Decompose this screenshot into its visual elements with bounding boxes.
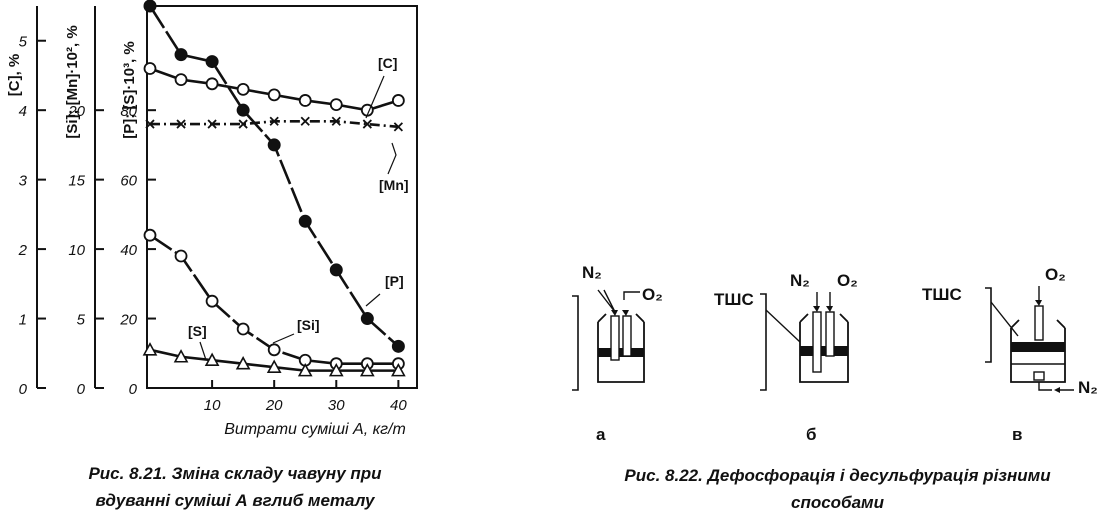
data-point — [238, 119, 248, 129]
data-point — [143, 228, 157, 242]
y-tick-label-si_mn: 15 — [68, 173, 85, 190]
data-point — [328, 362, 344, 377]
y-tick-label-p_s: 60 — [120, 173, 137, 190]
panel-a: N₂ O₂ а — [572, 263, 663, 444]
label-si: [Si] — [297, 317, 320, 333]
data-point — [297, 362, 313, 377]
y-tick-label-c: 0 — [19, 381, 28, 398]
data-point — [173, 349, 189, 363]
figure2-caption: Рис. 8.22. Дефосфорація і десульфурація … — [560, 462, 1115, 516]
y-tick-label-p_s: 20 — [119, 312, 137, 329]
panel-v-letter: в — [1012, 425, 1022, 444]
data-point — [329, 98, 343, 112]
x-axis-title: Витрати суміші А, кг/т — [224, 421, 406, 438]
series-line-0 — [148, 5, 400, 348]
figure2-caption-line1: Рис. 8.22. Дефосфорація і десульфурація … — [624, 466, 1051, 485]
data-point — [267, 88, 281, 102]
panel-b-n2: N₂ — [790, 271, 810, 290]
data-point — [142, 342, 158, 356]
data-point — [236, 322, 250, 336]
y-tick-label-p_s: 40 — [120, 242, 137, 259]
data-point — [331, 116, 341, 126]
data-point — [300, 116, 310, 126]
label-s: [S] — [188, 323, 207, 339]
process-diagrams: N₂ O₂ а ТШС N₂ O₂ — [572, 263, 1098, 444]
data-point — [360, 312, 374, 326]
figure2-caption-line2: способами — [790, 493, 884, 512]
data-point — [174, 48, 188, 62]
plot-frame — [146, 5, 418, 389]
y-tick-label-si_mn: 10 — [68, 242, 85, 259]
x-tick-label: 40 — [390, 397, 407, 414]
data-point — [329, 263, 343, 277]
x-tick-label: 30 — [328, 397, 345, 414]
data-point — [145, 119, 155, 129]
panel-a-n2: N₂ — [582, 263, 602, 282]
data-point — [236, 82, 250, 96]
figure1-caption: Рис. 8.21. Зміна складу чавуну при вдува… — [20, 460, 450, 514]
axis-title-p-s: [P]; [S]·10³, % — [121, 41, 138, 139]
data-point — [298, 94, 312, 107]
data-point — [298, 214, 312, 228]
figure1-caption-line2: вдуванні суміші А вглиб металу — [95, 491, 375, 510]
data-point — [393, 122, 404, 132]
data-point — [143, 0, 157, 13]
data-point — [205, 294, 219, 308]
axis-title-c: [C], % — [6, 54, 23, 97]
series-labels: [C] [Mn] [P] [Si] [S] — [188, 55, 409, 361]
y-tick-label-c: 4 — [19, 103, 27, 120]
data-point — [143, 62, 157, 75]
label-mn: [Mn] — [379, 177, 409, 193]
x-tick-label: 10 — [204, 397, 221, 414]
data-point — [174, 249, 188, 263]
data-point — [391, 94, 405, 107]
x-axis: 10 20 30 40 — [204, 380, 407, 414]
label-c: [C] — [378, 55, 397, 71]
panel-b-o2: O₂ — [837, 271, 858, 290]
y-tick-label-c: 3 — [19, 173, 28, 190]
label-p: [P] — [385, 273, 404, 289]
panel-v-tshs: ТШС — [922, 285, 962, 304]
data-point — [266, 359, 282, 373]
data-point — [207, 119, 217, 129]
panel-a-o2: O₂ — [642, 285, 663, 304]
data-point — [391, 362, 406, 377]
axis-title-si-mn: [Si]; [Mn]·10², % — [64, 25, 81, 138]
data-point — [174, 73, 188, 87]
y-tick-label-si_mn: 20 — [67, 103, 85, 120]
panel-v-o2: O₂ — [1045, 265, 1066, 284]
panel-b: ТШС N₂ O₂ б — [714, 271, 858, 444]
data-point — [267, 343, 281, 357]
panel-a-letter: а — [596, 425, 606, 444]
y-tick-label-c: 5 — [19, 34, 28, 51]
y-tick-label-si_mn: 5 — [77, 312, 86, 329]
data-point — [267, 138, 281, 152]
panel-b-letter: б — [806, 425, 817, 444]
data-point — [205, 77, 219, 91]
panel-v: ТШС O₂ N₂ в — [922, 265, 1098, 444]
data-point — [204, 352, 220, 367]
y-tick-label-si_mn: 0 — [77, 381, 86, 398]
data-point — [235, 356, 251, 370]
data-point — [362, 119, 372, 129]
plot-area — [142, 0, 406, 377]
panel-b-tshs: ТШС — [714, 290, 754, 309]
x-tick-label: 20 — [265, 397, 283, 414]
y-tick-label-c: 1 — [19, 312, 27, 329]
figure1-caption-line1: Рис. 8.21. Зміна складу чавуну при — [88, 464, 382, 483]
y-tick-label-p_s: 80 — [120, 103, 137, 120]
data-point — [236, 103, 250, 117]
data-point — [176, 119, 186, 129]
data-point — [391, 339, 405, 353]
data-point — [269, 116, 279, 126]
panel-v-n2: N₂ — [1078, 378, 1098, 397]
y-tick-label-p_s: 0 — [129, 381, 138, 398]
data-point — [359, 362, 375, 377]
composition-chart: 0 1 2 3 4 5 0 5 10 15 20 0 20 40 60 80 [C], % [Si]; [Mn… — [6, 0, 418, 438]
y-tick-label-c: 2 — [18, 242, 28, 259]
data-point — [205, 55, 219, 69]
